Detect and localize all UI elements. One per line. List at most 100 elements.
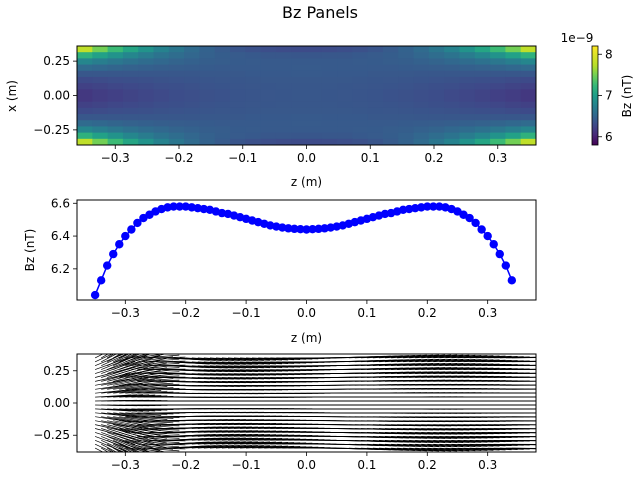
quiver-arrow [107,354,123,363]
quiver-arrow [125,443,151,452]
heatmap-x-axis-label: z (m) [291,175,322,189]
heatmap-cell [107,46,124,53]
quiver-arrow [227,441,264,445]
heatmap-cell [275,70,292,78]
heatmap-cell [168,76,185,84]
quiver-arrow [384,354,421,359]
heatmap-cell [444,64,460,72]
heatmap-cell [260,132,277,140]
heatmap-cell [444,58,460,65]
heatmap-cell [199,58,216,65]
heatmap-cell [444,83,460,90]
heatmap-cell [398,107,414,115]
heatmap-cell [184,58,200,65]
quiver-arrow [95,373,131,382]
quiver-arrow [107,439,133,452]
heatmap-cell [505,64,522,72]
heatmap-cell [153,83,170,90]
heatmap-cell [275,89,292,96]
quiver-x-tick-label: 0.2 [418,458,437,472]
quiver-arrow [179,445,216,449]
heatmap-cell [275,107,292,115]
heatmap-cell [260,58,277,65]
heatmap-cell [459,89,476,96]
heatmap-cell [275,132,292,140]
heatmap-cell [199,95,216,103]
heatmap-cell [383,138,399,146]
quiver-arrow [185,441,222,445]
heatmap-cell [291,120,307,127]
quiver-arrow [203,437,240,441]
quiver-arrow [137,420,174,424]
heatmap-cell [398,101,414,109]
quiver-arrow [445,447,482,452]
heatmap-cell [306,83,323,90]
heatmap-cell [199,107,216,115]
quiver-arrow [143,371,180,374]
heatmap-cell [337,64,353,72]
quiver-arrow [203,441,240,445]
quiver-arrow [173,445,210,449]
heatmap-x-tick-label: 0.1 [361,151,380,165]
quiver-arrow [149,443,186,446]
heatmap-cell [413,76,430,84]
heatmap-cell [444,52,460,59]
heatmap-cell [321,101,338,109]
quiver-arrow [433,358,470,363]
heatmap-cell [398,83,414,90]
line-data-point [465,213,474,223]
heatmap-cell [398,89,414,96]
quiver-arrow [233,361,271,365]
heatmap-cell [520,83,537,90]
quiver-arrow [143,363,180,367]
heatmap-cell [260,76,277,84]
heatmap-cell [230,120,246,127]
heatmap-cell [520,132,537,140]
heatmap-cell [245,107,261,115]
heatmap-cell [352,46,369,53]
heatmap-cell [306,76,323,84]
heatmap-cell [214,107,231,115]
heatmap-cell [398,138,414,146]
line-data-point [127,225,136,234]
heatmap-cell [352,58,369,65]
heatmap-cell [428,70,445,78]
quiver-arrow [215,369,252,373]
heatmap-cell [383,64,399,72]
quiver-arrow [191,361,228,365]
quiver-arrow [233,357,270,361]
heatmap-x-ticks: −0.3 −0.2 −0.1 0.0 0.1 0.2 0.3 [101,145,507,165]
heatmap-cell [444,126,460,134]
heatmap-cell [214,52,231,59]
heatmap-cell [413,83,430,90]
heatmap-cell [444,101,460,109]
heatmap-cell [383,58,399,65]
heatmap-cell [398,46,414,53]
quiver-arrow [95,389,131,394]
quiver-arrow [125,354,137,359]
heatmap-cell [505,52,522,59]
heatmap-cell [321,64,338,72]
heatmap-cell [367,120,384,127]
heatmap-cell [352,114,369,121]
heatmap-cell [291,70,307,78]
heatmap-cell [352,70,369,78]
heatmap-cell [214,126,231,134]
heatmap-cell [153,64,170,72]
quiver-arrow [149,436,186,438]
heatmap-cell [306,46,323,53]
quiver-arrow [185,445,222,449]
heatmap-cell [352,95,369,103]
heatmap-cell [107,138,124,146]
quiver-arrow [119,354,139,363]
quiver-arrow [427,447,464,452]
heatmap-cell [153,46,170,53]
heatmap-cell [398,70,414,78]
heatmap-cell [444,120,460,127]
heatmap-cell [122,52,139,59]
quiver-arrow [469,359,506,363]
quiver-arrow [119,394,156,398]
quiver-arrow [203,433,240,437]
quiver-x-tick-label: 0.0 [297,458,316,472]
heatmap-cell [398,95,414,103]
